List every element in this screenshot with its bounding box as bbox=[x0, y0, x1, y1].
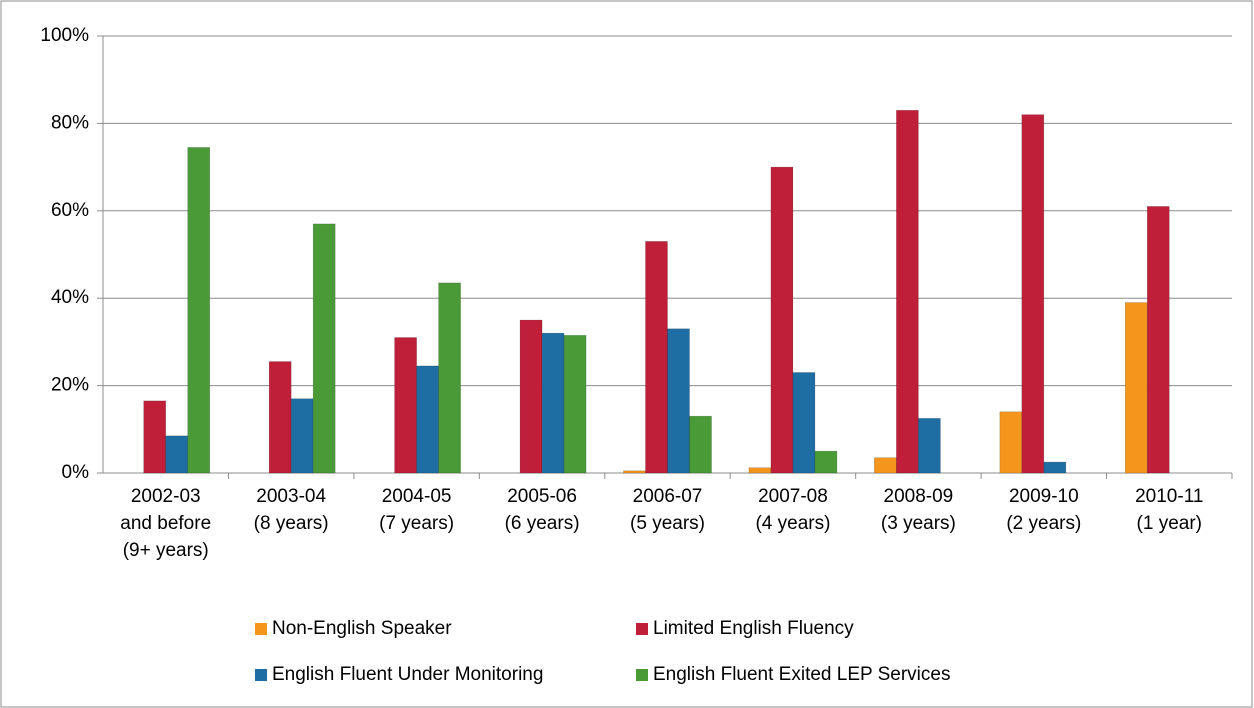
bar bbox=[792, 372, 816, 474]
bar bbox=[394, 337, 417, 474]
x-tick-label: 2005-06 bbox=[507, 486, 577, 507]
bar bbox=[541, 332, 565, 474]
bar bbox=[623, 470, 646, 474]
x-tick-label: and before bbox=[120, 513, 211, 534]
y-tick-label: 20% bbox=[51, 375, 89, 396]
bar bbox=[1124, 302, 1148, 474]
bar bbox=[770, 166, 794, 474]
legend-label: Limited English Fluency bbox=[653, 618, 854, 639]
bar bbox=[814, 450, 838, 474]
bar bbox=[1021, 114, 1045, 474]
legend-swatch bbox=[255, 623, 267, 635]
x-tick-label: (2 years) bbox=[1006, 513, 1081, 534]
x-tick-label: 2002-03 bbox=[131, 486, 201, 507]
bar bbox=[290, 398, 314, 474]
x-tick-label: 2006-07 bbox=[633, 486, 703, 507]
y-tick-label: 80% bbox=[51, 112, 89, 133]
bar bbox=[918, 418, 941, 474]
x-tick-label: 2004-05 bbox=[382, 486, 452, 507]
bar bbox=[645, 241, 668, 474]
x-tick-label: 2010-11 bbox=[1135, 486, 1203, 507]
x-tick-label: (7 years) bbox=[379, 513, 454, 534]
x-tick-label: 2007-08 bbox=[758, 486, 828, 507]
bar bbox=[1043, 461, 1067, 474]
bar bbox=[748, 467, 772, 474]
y-tick-label: 100% bbox=[40, 25, 89, 46]
legend-swatch bbox=[255, 669, 267, 681]
y-tick-label: 0% bbox=[62, 462, 90, 483]
bar bbox=[1146, 206, 1170, 474]
x-tick-label: (5 years) bbox=[630, 513, 705, 534]
x-tick-label: (3 years) bbox=[881, 513, 956, 534]
x-tick-label: (9+ years) bbox=[123, 540, 209, 561]
bar bbox=[689, 415, 712, 474]
legend-label: Non-English Speaker bbox=[272, 618, 452, 639]
legend-swatch bbox=[636, 623, 648, 635]
legend-label: English Fluent Exited LEP Services bbox=[653, 664, 950, 685]
bar bbox=[438, 282, 461, 474]
x-tick-label: 2008-09 bbox=[884, 486, 954, 507]
bar bbox=[165, 435, 189, 474]
bar bbox=[416, 365, 439, 474]
bar bbox=[896, 109, 919, 474]
bar bbox=[268, 361, 292, 474]
x-tick-label: (6 years) bbox=[505, 513, 580, 534]
bar bbox=[519, 319, 543, 474]
bar bbox=[667, 328, 690, 474]
y-tick-label: 60% bbox=[51, 200, 89, 221]
bar bbox=[874, 457, 897, 474]
bar bbox=[999, 411, 1023, 474]
y-tick-label: 40% bbox=[51, 287, 89, 308]
legend-label: English Fluent Under Monitoring bbox=[272, 664, 543, 685]
legend-swatch bbox=[636, 669, 648, 681]
x-tick-label: (1 year) bbox=[1137, 513, 1202, 534]
x-tick-label: (8 years) bbox=[254, 513, 329, 534]
bar bbox=[563, 335, 587, 474]
bar bbox=[312, 223, 336, 474]
x-tick-label: (4 years) bbox=[755, 513, 830, 534]
bar bbox=[187, 147, 211, 474]
bar bbox=[143, 400, 167, 474]
x-tick-label: 2009-10 bbox=[1009, 486, 1079, 507]
x-tick-label: 2003-04 bbox=[256, 486, 326, 507]
